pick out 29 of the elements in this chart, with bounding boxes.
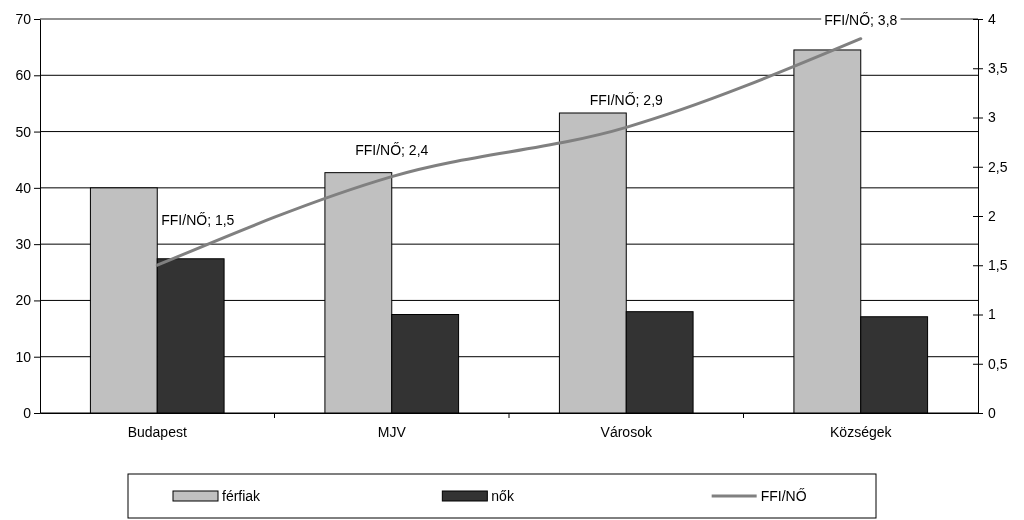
x-tick-label: Városok: [600, 423, 653, 440]
y2-tick-label: 3: [988, 109, 996, 126]
y2-tick-label: 1,5: [988, 257, 1008, 274]
y-tick-label: 40: [15, 179, 32, 196]
x-tick-label: Községek: [830, 423, 893, 440]
y2-tick-label: 2: [988, 207, 996, 224]
y2-tick-label: 1: [988, 306, 996, 323]
y-tick-label: 60: [15, 67, 32, 84]
y-tick-label: 70: [15, 10, 32, 27]
line-series: [155, 37, 863, 267]
legend-label: férfiak: [222, 488, 262, 504]
y2-tick-label: 3,5: [988, 60, 1008, 77]
x-tick-label: Budapest: [127, 423, 187, 440]
y-tick-label: 30: [15, 236, 32, 253]
data-label: FFI/NŐ; 3,8: [824, 11, 898, 28]
y-tick-label: 10: [15, 348, 32, 365]
data-label: FFI/NŐ; 2,9: [589, 92, 664, 109]
data-label: FFI/NŐ; 2,4: [355, 141, 429, 158]
y2-tick-label: 0: [988, 404, 996, 421]
y2-tick-label: 2,5: [988, 158, 1008, 175]
x-tick-label: MJV: [377, 423, 407, 440]
legend-label: nők: [491, 488, 515, 504]
y-tick-label: 50: [15, 123, 32, 140]
y2-tick-label: 0,5: [988, 355, 1008, 372]
data-label: FFI/NŐ; 1,5: [161, 212, 235, 229]
legend-label: FFI/NŐ: [760, 488, 807, 504]
y2-tick-label: 4: [988, 10, 996, 27]
y-tick-label: 20: [15, 292, 32, 309]
y-tick-label: 0: [23, 404, 32, 421]
